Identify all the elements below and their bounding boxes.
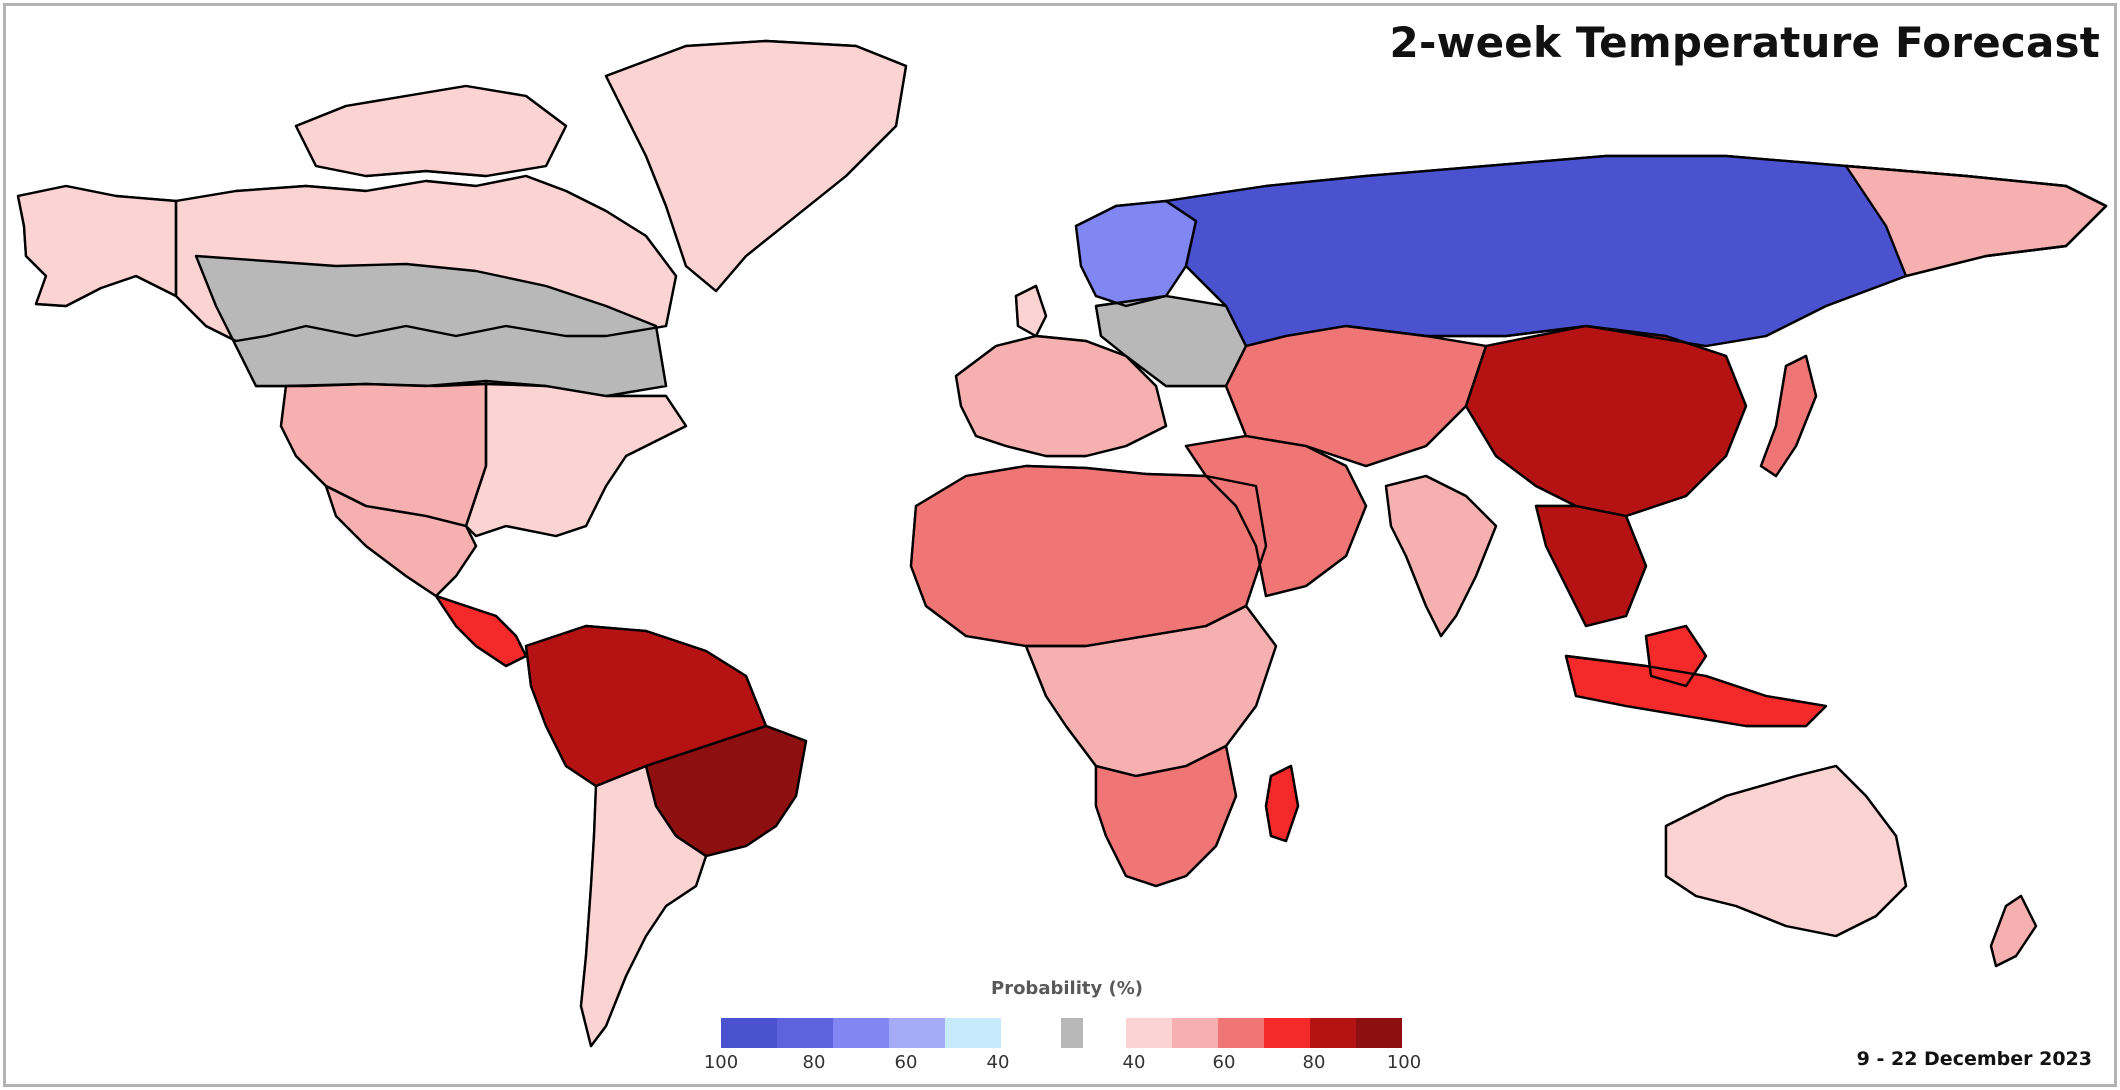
legend-title: Probability (%) <box>991 978 1143 999</box>
map-frame: 2-week Temperature Forecast Probability … <box>3 3 2117 1087</box>
above-normal-swatches <box>1126 1018 1402 1048</box>
fill-canada-arctic <box>296 86 566 176</box>
probability-fill-layer <box>18 41 2106 1046</box>
above-normal-swatch-5 <box>1356 1018 1402 1048</box>
above-normal-swatch-1 <box>1172 1018 1218 1048</box>
outline-indonesia <box>1564 654 1828 728</box>
outline-mexico <box>324 484 478 598</box>
fill-uk <box>1016 286 1046 336</box>
legend-tick-above-60: 60 <box>1212 1052 1236 1073</box>
fill-new-zealand <box>1991 896 2036 966</box>
fill-brazil <box>646 726 806 856</box>
above-normal-swatch-4 <box>1310 1018 1356 1048</box>
above-normal-swatch-0 <box>1126 1018 1172 1048</box>
fill-usa-east <box>466 384 686 536</box>
legend-tick-below-40: 40 <box>986 1052 1010 1073</box>
fill-north-africa <box>911 466 1266 646</box>
outline-canada-north <box>174 174 678 343</box>
outline-central-asia <box>1224 324 1488 468</box>
outline-southern-africa <box>1094 744 1238 888</box>
fill-eastern-europe <box>1096 296 1246 386</box>
outline-borneo <box>1644 624 1708 688</box>
above-normal-swatch-2 <box>1218 1018 1264 1048</box>
fill-southern-africa <box>1096 746 1236 886</box>
page-title: 2-week Temperature Forecast <box>1389 18 2100 67</box>
forecast-date-range: 9 - 22 December 2023 <box>1856 1048 2092 1070</box>
above-normal-swatch-3 <box>1264 1018 1310 1048</box>
fill-usa-west <box>281 384 486 526</box>
outline-australia <box>1664 764 1908 938</box>
outline-east-siberia <box>1844 164 2108 278</box>
outline-uk <box>1014 284 1048 338</box>
fill-japan <box>1761 356 1816 476</box>
fill-middle-east <box>1186 436 1366 596</box>
outline-india <box>1384 474 1498 638</box>
outline-southeast-asia <box>1534 504 1648 628</box>
legend-tick-above-80: 80 <box>1302 1052 1326 1073</box>
probability-legend: Probability (%) 100 80 60 40 40 60 80 10… <box>703 978 1426 1073</box>
fill-europe-west <box>956 336 1166 456</box>
below-normal-swatch-4 <box>945 1018 1001 1048</box>
outline-europe-west <box>954 334 1168 458</box>
fill-indonesia <box>1566 656 1826 726</box>
fill-central-america <box>436 596 526 666</box>
legend-tick-below-100: 100 <box>703 1052 739 1073</box>
legend-tick-below-60: 60 <box>894 1052 918 1073</box>
fill-southeast-asia <box>1536 506 1646 626</box>
outline-japan <box>1759 354 1818 478</box>
near-normal-swatch <box>1061 1018 1083 1048</box>
outline-canada-arctic <box>294 84 568 178</box>
outline-scandinavia <box>1074 199 1198 308</box>
fill-greenland <box>606 41 906 291</box>
fill-central-africa <box>1026 606 1276 776</box>
fill-borneo <box>1646 626 1706 686</box>
below-normal-swatch-2 <box>833 1018 889 1048</box>
outline-china <box>1464 324 1748 518</box>
below-normal-swatch-3 <box>889 1018 945 1048</box>
below-normal-swatch-0 <box>721 1018 777 1048</box>
outline-central-america <box>434 594 528 668</box>
fill-china <box>1466 326 1746 516</box>
below-normal-swatch-1 <box>777 1018 833 1048</box>
fill-india <box>1386 476 1496 636</box>
outline-greenland <box>604 39 908 293</box>
outline-south-america-south <box>579 764 708 1048</box>
legend-tick-below-80: 80 <box>802 1052 826 1073</box>
outline-madagascar <box>1264 764 1300 843</box>
below-normal-swatches <box>721 1018 1001 1048</box>
fill-madagascar <box>1266 766 1298 841</box>
fill-central-asia <box>1226 326 1486 466</box>
legend-tick-above-100: 100 <box>1386 1052 1422 1073</box>
fill-scandinavia <box>1076 201 1196 306</box>
fill-canada-central <box>196 256 666 396</box>
fill-australia <box>1666 766 1906 936</box>
fill-mexico <box>326 486 476 596</box>
legend-tick-above-40: 40 <box>1122 1052 1146 1073</box>
country-outlines <box>16 39 2108 1048</box>
world-map <box>16 39 2108 1048</box>
outline-alaska <box>16 184 178 308</box>
outline-central-africa <box>1024 604 1278 778</box>
outline-new-zealand <box>1989 894 2038 968</box>
near-normal-swatch-0 <box>1061 1018 1083 1048</box>
